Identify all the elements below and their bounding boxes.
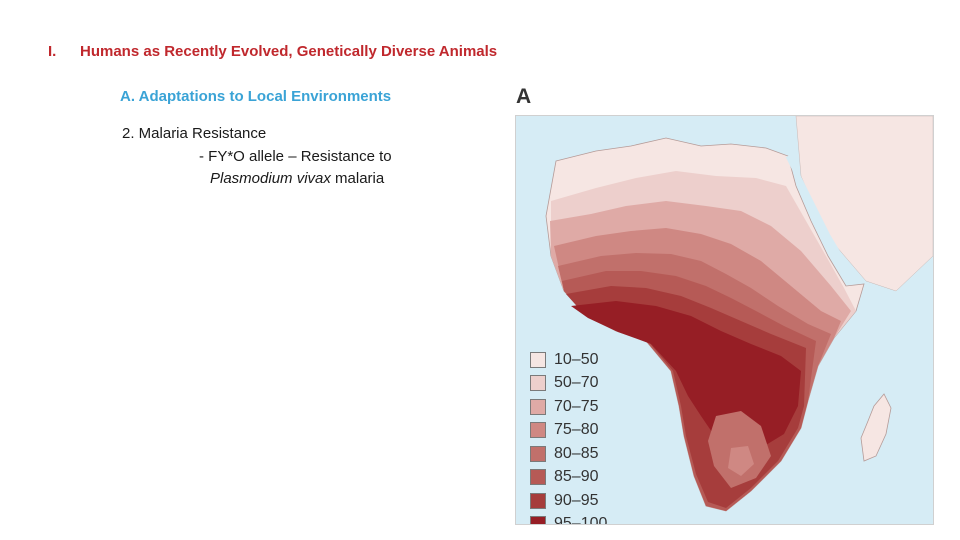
africa-map xyxy=(516,116,933,524)
detail-line-2: Plasmodium vivax malaria xyxy=(210,170,384,187)
legend-item: 75–80 xyxy=(530,419,607,443)
legend-item: 95–100 xyxy=(530,513,608,525)
legend-label: 70–75 xyxy=(554,397,599,415)
detail-tail: malaria xyxy=(330,170,385,187)
legend-swatch xyxy=(530,398,546,415)
legend-label: 50–70 xyxy=(554,374,599,392)
legend-item: 80–85 xyxy=(530,442,607,466)
legend-label: 75–80 xyxy=(554,421,599,439)
africa-allele-map-figure: A xyxy=(510,85,935,525)
legend-item: 85–90 xyxy=(530,466,607,490)
panel-letter: A xyxy=(516,85,532,108)
legend-item: 70–75 xyxy=(530,395,607,419)
legend-label: 10–50 xyxy=(554,350,599,368)
detail-line-1: - FY*O allele – Resistance to xyxy=(199,148,392,165)
legend-swatch xyxy=(530,375,546,392)
legend-item: 10–50 xyxy=(530,348,607,372)
point-malaria-resistance: 2. Malaria Resistance xyxy=(122,125,267,142)
legend-swatch xyxy=(530,492,546,509)
species-name: Plasmodium vivax xyxy=(210,170,331,187)
legend-swatch xyxy=(530,445,546,462)
map-frame: 10–50 50–70 70–75 75–80 80–85 85–90 90–9… xyxy=(515,115,934,525)
legend-swatch xyxy=(530,469,546,486)
legend-swatch xyxy=(530,351,546,368)
legend-label: 80–85 xyxy=(554,444,599,462)
legend-label: 95–100 xyxy=(554,515,608,525)
heading-number: I. xyxy=(48,43,57,60)
legend-label: 85–90 xyxy=(554,468,599,486)
legend-swatch xyxy=(530,422,546,439)
legend: 10–50 50–70 70–75 75–80 80–85 85–90 90–9… xyxy=(530,348,608,525)
legend-item: 50–70 xyxy=(530,372,607,396)
slide-subheading: A. Adaptations to Local Environments xyxy=(120,88,392,105)
legend-swatch xyxy=(530,516,546,524)
slide-heading: Humans as Recently Evolved, Genetically … xyxy=(80,43,498,60)
legend-item: 90–95 xyxy=(530,489,607,513)
legend-label: 90–95 xyxy=(554,491,599,509)
